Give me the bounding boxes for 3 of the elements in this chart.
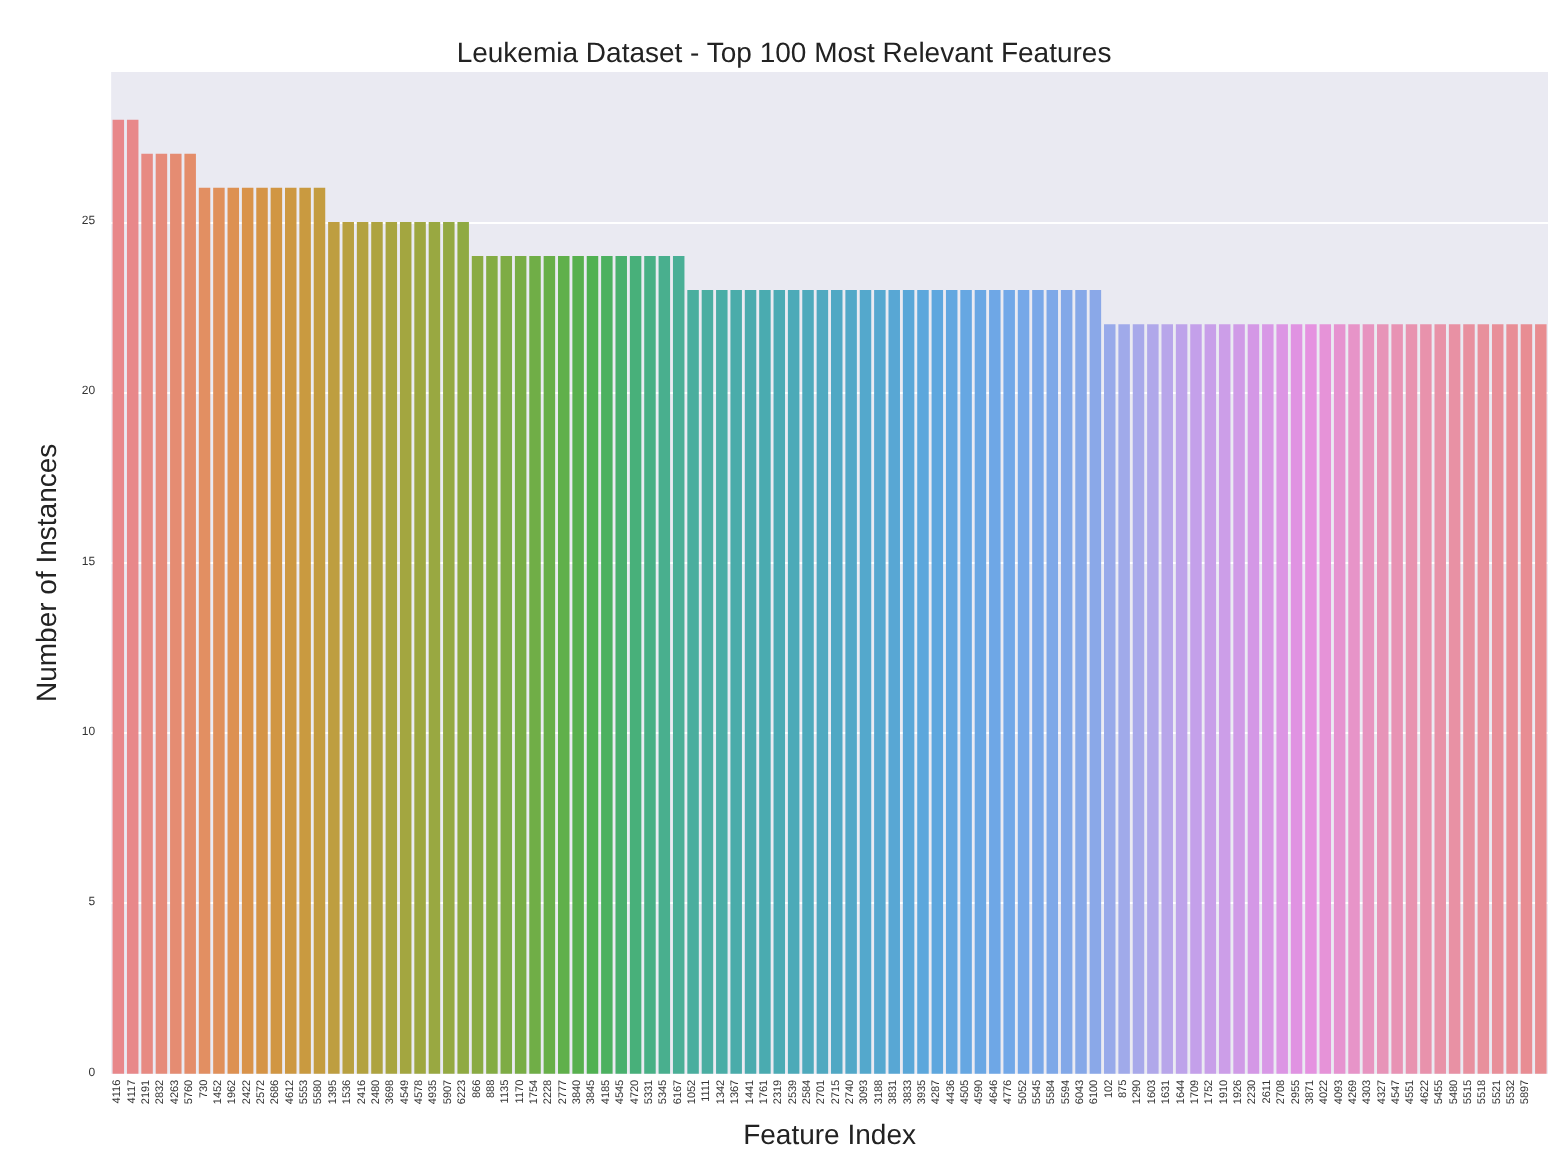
y-axis-title: Number of Instances: [30, 443, 62, 703]
chart-title: Leukemia Dataset - Top 100 Most Relevant Features: [456, 36, 1112, 68]
x-axis-title: Feature Index: [743, 1118, 916, 1150]
